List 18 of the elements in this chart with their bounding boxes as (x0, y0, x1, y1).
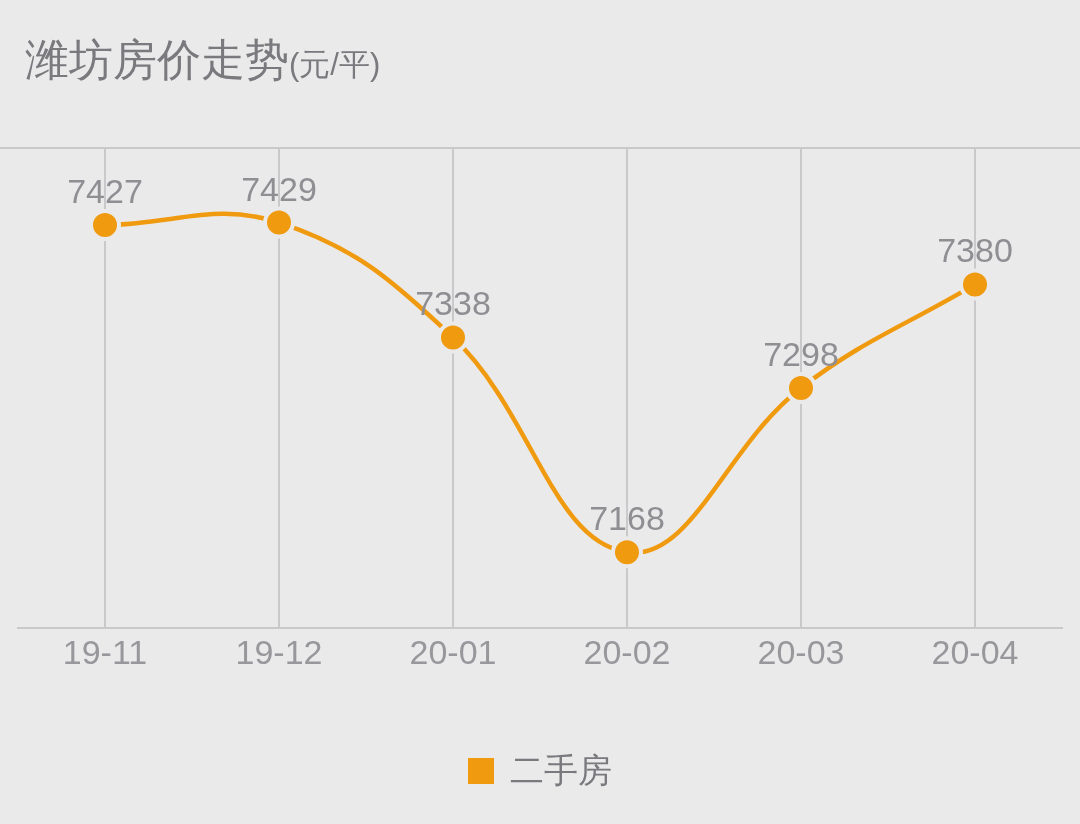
x-tick-label: 19-11 (62, 632, 148, 671)
data-label: 7338 (415, 284, 491, 323)
point (785, 372, 817, 404)
legend-label: 二手房 (510, 751, 612, 790)
point (437, 321, 469, 354)
point (611, 536, 643, 569)
x-tick-label: 20-03 (757, 632, 845, 671)
x-tick-label: 19-12 (235, 632, 323, 671)
x-tick-label: 20-04 (931, 632, 1019, 671)
x-tick-label: 20-02 (583, 632, 671, 671)
data-label: 7298 (763, 335, 839, 373)
point (263, 206, 295, 239)
chart-title: 潍坊房价走势(元/平) (25, 35, 381, 84)
data-label: 7168 (589, 499, 665, 538)
data-label: 7380 (937, 231, 1013, 270)
x-tick-label: 20-01 (409, 632, 497, 671)
data-label: 7427 (67, 172, 143, 211)
data-label: 7429 (241, 169, 317, 208)
